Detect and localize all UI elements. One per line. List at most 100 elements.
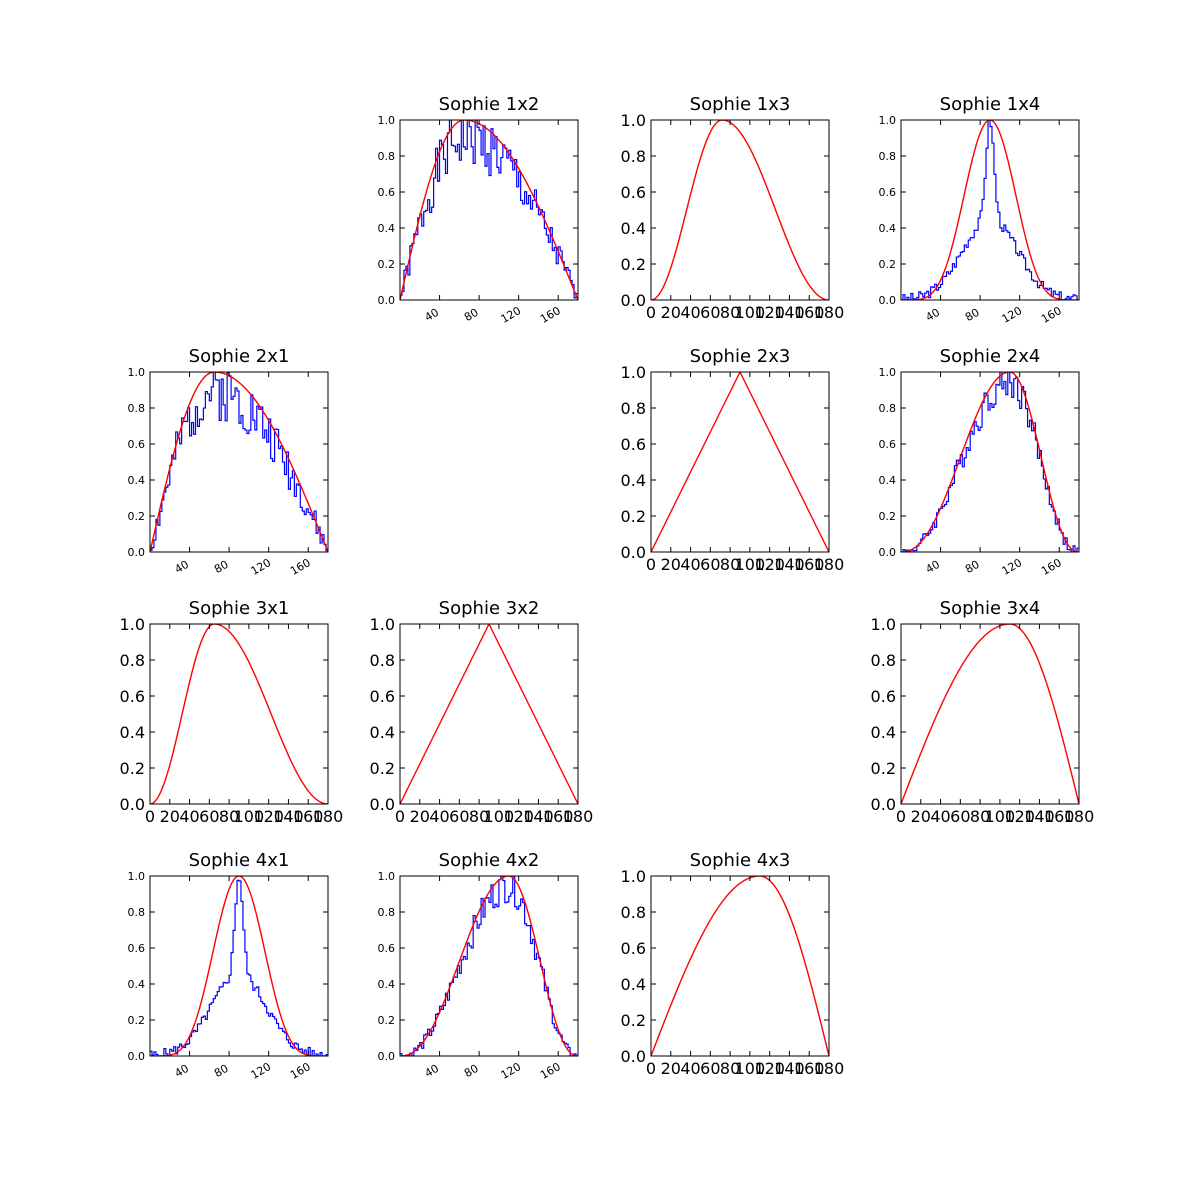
y-tick-label: 1.0 bbox=[879, 366, 897, 379]
x-tick-label: 40 bbox=[680, 303, 700, 322]
x-tick-label: 120 bbox=[1000, 556, 1025, 578]
axes-frame bbox=[900, 623, 1080, 805]
fit-curve-series bbox=[901, 120, 1079, 300]
y-tick-label: 0.4 bbox=[378, 222, 396, 235]
axes-frame bbox=[650, 371, 830, 553]
subplot: Sophie 2x4 0.0 0.2 0.4 0.6 0.8 1.0 40 80 120 160 bbox=[879, 346, 1080, 578]
y-tick-label: 0.0 bbox=[621, 543, 646, 562]
x-tick-label: 160 bbox=[288, 1060, 313, 1082]
axes-frame bbox=[900, 119, 1080, 301]
y-tick-label: 0.6 bbox=[128, 438, 146, 451]
y-tick-label: 0.2 bbox=[370, 759, 395, 778]
data-layer bbox=[901, 120, 1079, 300]
subplot: Sophie 2x3 0.0 0.2 0.4 0.6 0.8 1.0 0 20 40 60 80100… bbox=[621, 346, 845, 574]
data-layer bbox=[901, 372, 1079, 552]
x-tick-label: 160 bbox=[794, 303, 825, 322]
y-tick-label: 1.0 bbox=[378, 114, 396, 127]
x-tick-label: 60 bbox=[950, 807, 970, 826]
y-tick-label: 0.4 bbox=[378, 978, 396, 991]
x-tick-label: 160 bbox=[1039, 304, 1064, 326]
y-tick-label: 0.6 bbox=[621, 939, 646, 958]
subplot-title: Sophie 2x4 bbox=[940, 346, 1041, 367]
y-tick-label: 0.8 bbox=[128, 402, 146, 415]
data-layer bbox=[651, 120, 829, 300]
subplot-title: Sophie 4x1 bbox=[189, 850, 290, 871]
y-tick-label: 0.2 bbox=[871, 759, 896, 778]
subplot-title: Sophie 1x4 bbox=[940, 94, 1041, 115]
subplot: Sophie 2x1 0.0 0.2 0.4 0.6 0.8 1.0 40 80 120 160 bbox=[128, 346, 329, 578]
y-tick-label: 0.6 bbox=[871, 687, 896, 706]
x-tick-label: 40 bbox=[923, 558, 942, 576]
x-tick-label: 20 bbox=[661, 303, 681, 322]
x-tick-label: 100 bbox=[735, 555, 766, 574]
data-layer bbox=[400, 624, 578, 804]
x-tick-label: 80 bbox=[212, 1062, 231, 1080]
x-tick-label: 80 bbox=[219, 807, 239, 826]
fit-curve-series bbox=[150, 624, 328, 804]
y-tick-label: 1.0 bbox=[128, 366, 146, 379]
x-tick-label: 40 bbox=[172, 1062, 191, 1080]
x-tick-label: 40 bbox=[172, 558, 191, 576]
x-tick-label: 60 bbox=[449, 807, 469, 826]
x-tick-label: 100 bbox=[985, 807, 1016, 826]
y-tick-label: 1.0 bbox=[370, 615, 395, 634]
y-tick-label: 1.0 bbox=[128, 870, 146, 883]
x-tick-label: 120 bbox=[249, 1060, 274, 1082]
y-tick-label: 0.8 bbox=[378, 906, 396, 919]
histogram-series bbox=[150, 372, 328, 552]
fit-curve-series bbox=[901, 624, 1079, 804]
y-tick-label: 0.8 bbox=[879, 402, 897, 415]
x-tick-label: 0 bbox=[395, 807, 405, 826]
x-tick-label: 80 bbox=[462, 306, 481, 324]
y-tick-label: 1.0 bbox=[621, 867, 646, 886]
x-tick-label: 60 bbox=[199, 807, 219, 826]
y-tick-label: 0.4 bbox=[120, 723, 145, 742]
x-tick-label: 120 bbox=[499, 1060, 524, 1082]
subplot: Sophie 1x2 0.0 0.2 0.4 0.6 0.8 1.0 40 80 120 160 bbox=[378, 94, 579, 326]
y-tick-label: 0.2 bbox=[879, 258, 897, 271]
y-tick-label: 0.4 bbox=[128, 474, 146, 487]
subplot: Sophie 4x3 0.0 0.2 0.4 0.6 0.8 1.0 0 20 40 60 80100… bbox=[621, 850, 845, 1078]
x-tick-label: 120 bbox=[253, 807, 284, 826]
y-tick-label: 0.8 bbox=[879, 150, 897, 163]
x-tick-label: 120 bbox=[499, 304, 524, 326]
fit-curve-series bbox=[400, 876, 578, 1056]
y-tick-label: 0.6 bbox=[621, 435, 646, 454]
axes-frame bbox=[149, 623, 329, 805]
y-tick-label: 0.0 bbox=[871, 795, 896, 814]
y-tick-label: 0.8 bbox=[871, 651, 896, 670]
y-tick-label: 0.2 bbox=[621, 507, 646, 526]
x-tick-label: 20 bbox=[661, 555, 681, 574]
fit-curve-series bbox=[150, 372, 328, 552]
x-tick-label: 20 bbox=[661, 1059, 681, 1078]
x-tick-label: 40 bbox=[422, 306, 441, 324]
y-tick-label: 0.8 bbox=[621, 903, 646, 922]
x-tick-label: 60 bbox=[700, 555, 720, 574]
x-tick-label: 80 bbox=[963, 306, 982, 324]
data-layer bbox=[901, 624, 1079, 804]
subplot: Sophie 3x2 0.0 0.2 0.4 0.6 0.8 1.0 0 20 40 60 80100… bbox=[370, 598, 594, 826]
axes-frame bbox=[149, 875, 329, 1057]
x-tick-label: 160 bbox=[794, 555, 825, 574]
x-tick-label: 0 bbox=[646, 1059, 656, 1078]
y-tick-label: 1.0 bbox=[621, 363, 646, 382]
y-tick-label: 0.8 bbox=[370, 651, 395, 670]
y-tick-label: 0.0 bbox=[128, 1050, 146, 1063]
x-tick-label: 180 bbox=[814, 1059, 845, 1078]
x-tick-label: 40 bbox=[680, 1059, 700, 1078]
x-tick-label: 100 bbox=[484, 807, 515, 826]
axes-frame bbox=[900, 371, 1080, 553]
x-tick-label: 180 bbox=[313, 807, 344, 826]
x-tick-label: 180 bbox=[563, 807, 594, 826]
x-tick-label: 120 bbox=[503, 807, 534, 826]
x-tick-label: 0 bbox=[896, 807, 906, 826]
x-tick-label: 160 bbox=[1044, 807, 1075, 826]
x-tick-label: 160 bbox=[293, 807, 324, 826]
axes-frame bbox=[650, 119, 830, 301]
data-layer bbox=[400, 120, 578, 300]
x-tick-label: 20 bbox=[410, 807, 430, 826]
y-tick-label: 0.0 bbox=[879, 546, 897, 559]
subplot: Sophie 1x3 0.0 0.2 0.4 0.6 0.8 1.0 0 20 40 60 80100… bbox=[621, 94, 845, 322]
y-tick-label: 0.6 bbox=[621, 183, 646, 202]
y-tick-label: 1.0 bbox=[871, 615, 896, 634]
